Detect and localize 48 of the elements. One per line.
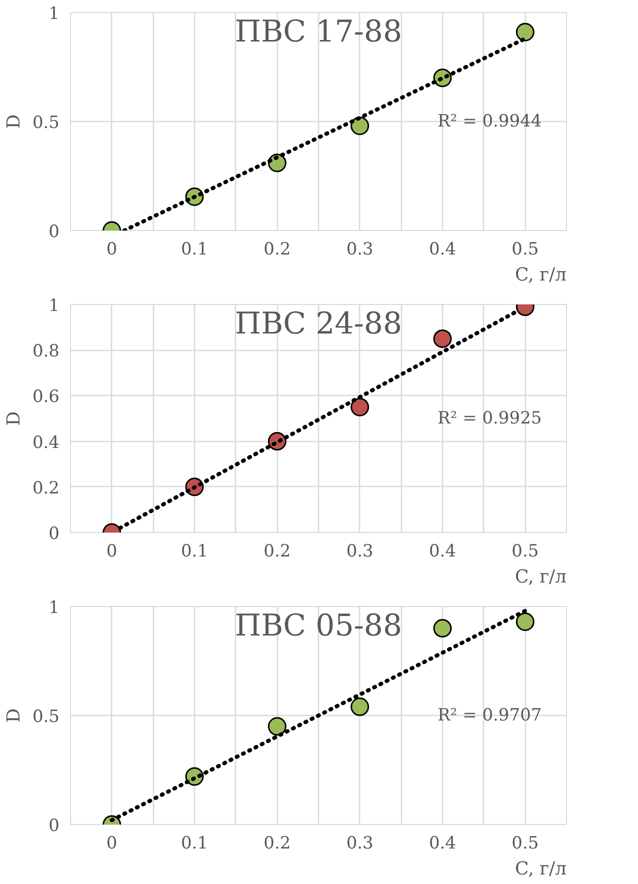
x-tick-label: 0.3 <box>346 834 374 854</box>
x-tick-label: 0.1 <box>180 834 208 854</box>
x-tick-label: 0 <box>106 240 118 260</box>
x-tick-label: 0.4 <box>428 542 456 562</box>
x-tick-label: 0.2 <box>264 542 291 562</box>
x-tick-label: 0.3 <box>346 542 374 562</box>
y-axis-title: D <box>3 708 24 723</box>
point <box>516 22 534 42</box>
chart-title: ПВС 05-88 <box>234 608 402 644</box>
y-tick-label: 0.5 <box>32 113 60 133</box>
x-tick-label: 0.1 <box>180 542 208 562</box>
point <box>350 116 370 136</box>
y-axis-title: D <box>3 114 24 129</box>
y-tick-label: 0.8 <box>32 342 60 362</box>
x-axis-title: C, г/л <box>514 858 567 880</box>
y-tick-label: 0 <box>48 816 60 836</box>
annotation: R² = 0.9707 <box>438 706 542 726</box>
y-tick-label: 0.5 <box>32 707 60 727</box>
x-tick-label: 0.1 <box>180 240 208 260</box>
chart-title: ПВС 17-88 <box>234 14 402 50</box>
x-tick-label: 0.5 <box>512 834 539 854</box>
x-tick-label: 0 <box>106 834 118 854</box>
x-tick-label: 0.4 <box>428 240 456 260</box>
x-tick-label: 0.4 <box>428 834 456 854</box>
y-tick-label: 0.4 <box>32 432 60 453</box>
x-tick-label: 0.5 <box>512 542 539 562</box>
y-tick-label: 1 <box>48 296 60 316</box>
x-tick-label: 0.3 <box>346 240 374 260</box>
x-axis-title: C, г/л <box>514 566 567 588</box>
y-tick-label: 0 <box>48 222 60 242</box>
x-tick-label: 0.2 <box>264 834 291 854</box>
x-tick-label: 0.2 <box>264 240 291 260</box>
x-tick-label: 0.5 <box>512 240 539 260</box>
y-tick-label: 1 <box>48 4 60 24</box>
point <box>433 619 452 638</box>
y-tick-label: 0.2 <box>32 478 60 498</box>
chart-title: ПВС 24-88 <box>234 306 402 342</box>
point <box>350 698 370 716</box>
y-axis-title: D <box>3 411 24 426</box>
annotation: R² = 0.9944 <box>438 112 542 132</box>
y-tick-label: 1 <box>48 598 60 618</box>
x-tick-label: 0 <box>106 542 118 562</box>
point <box>516 612 534 631</box>
annotation: R² = 0.9925 <box>438 408 542 428</box>
point <box>268 717 286 736</box>
x-axis-title: C, г/л <box>514 264 567 286</box>
y-tick-label: 0.6 <box>32 387 60 408</box>
y-tick-label: 0 <box>48 524 60 544</box>
